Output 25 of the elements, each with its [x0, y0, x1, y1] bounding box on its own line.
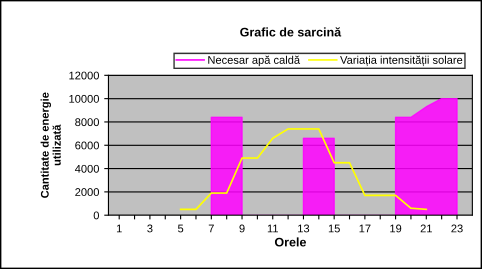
y-tick-label: 0 — [94, 211, 99, 220]
x-tick-label: 13 — [298, 224, 310, 232]
y-axis-title: Cantitate de energie utilizată — [40, 92, 61, 198]
legend-label: Variația intensității solare — [340, 56, 462, 66]
line-series — [180, 128, 428, 210]
x-tick-label: 1 — [116, 224, 122, 232]
x-tick-label: 7 — [208, 224, 214, 232]
x-tick-label: 15 — [328, 224, 340, 232]
y-tick-label: 6000 — [75, 142, 99, 150]
x-tick-label: 5 — [178, 224, 184, 232]
x-tick-label: 23 — [451, 224, 463, 232]
x-tick-label: 11 — [268, 224, 278, 232]
x-tick-label: 19 — [390, 224, 402, 232]
x-tick-label: 3 — [147, 224, 153, 232]
y-tick-label: 2000 — [75, 188, 99, 196]
y-tick-label: 4000 — [74, 164, 99, 173]
y-tick-label: 8000 — [75, 118, 99, 126]
x-tick-label: 9 — [239, 224, 245, 232]
x-tick-label: 21 — [420, 224, 432, 232]
legend-label: Necesar apă caldă — [208, 56, 300, 66]
x-axis-title: Orele — [274, 237, 306, 247]
x-tick-label: 17 — [360, 224, 370, 232]
chart-title: Grafic de sarcină — [240, 27, 342, 37]
y-tick-label: 12000 — [69, 72, 99, 80]
y-tick-label: 10000 — [69, 94, 99, 103]
